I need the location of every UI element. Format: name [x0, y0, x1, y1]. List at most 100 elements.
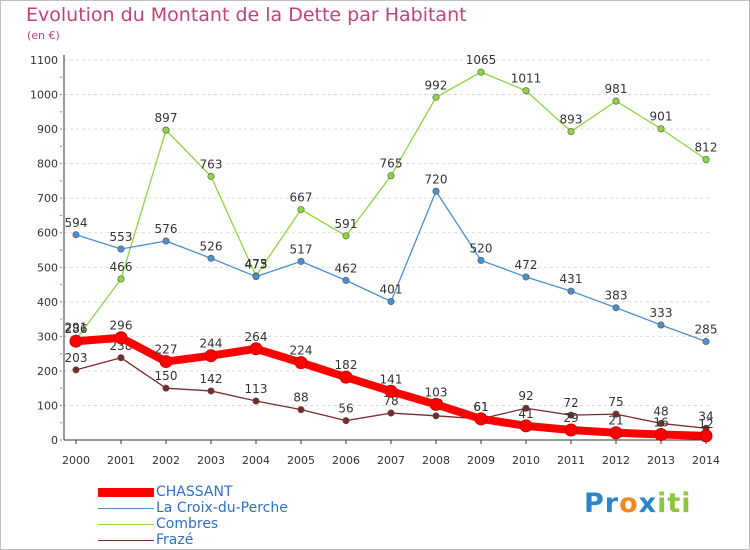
data-label-chassant-2009: 61 — [473, 400, 488, 414]
point-fraze-2003 — [207, 387, 215, 395]
y-tick-label-500: 500 — [37, 261, 58, 274]
data-label-la-croix-du-perche-2002: 576 — [155, 222, 178, 236]
point-fraze-2005 — [297, 406, 305, 414]
data-label-la-croix-du-perche-2011: 431 — [560, 272, 583, 286]
x-tick-label-2000: 2000 — [62, 454, 90, 467]
y-tick-label-700: 700 — [37, 192, 58, 205]
x-tick-label-2012: 2012 — [602, 454, 630, 467]
data-label-fraze-2013: 48 — [653, 404, 668, 418]
point-fraze-2007 — [387, 409, 395, 417]
point-chassant-2009 — [474, 412, 488, 426]
chart-title: Evolution du Montant de la Dette par Hab… — [26, 4, 467, 26]
point-fraze-2011 — [567, 411, 575, 419]
x-tick-label-2014: 2014 — [692, 454, 720, 467]
legend-swatch-fraze — [98, 539, 154, 541]
point-combres-2008 — [432, 93, 440, 101]
data-label-combres-2014: 812 — [695, 140, 718, 154]
data-label-chassant-2001: 296 — [110, 319, 133, 333]
x-tick-label-2008: 2008 — [422, 454, 450, 467]
point-fraze-2006 — [342, 417, 350, 425]
data-label-fraze-2014: 34 — [698, 409, 713, 423]
point-fraze-2012 — [612, 410, 620, 418]
point-chassant-2005 — [294, 356, 308, 370]
legend-label-chassant: CHASSANT — [156, 484, 233, 500]
data-label-combres-2012: 981 — [605, 82, 628, 96]
legend-label-la-croix-du-perche: La Croix-du-Perche — [156, 500, 288, 516]
series-line-la-croix-du-perche — [75, 190, 707, 343]
y-tick-label-1000: 1000 — [30, 89, 58, 102]
data-label-chassant-2006: 182 — [335, 358, 358, 372]
y-tick-label-0: 0 — [51, 434, 58, 447]
data-label-chassant-2007: 141 — [380, 372, 403, 386]
point-la-croix-du-perche-2002 — [162, 237, 170, 245]
point-chassant-2006 — [339, 370, 353, 384]
point-chassant-2007 — [384, 384, 398, 398]
y-tick-label-400: 400 — [37, 296, 58, 309]
point-fraze-2004 — [252, 397, 260, 405]
data-label-la-croix-du-perche-2003: 526 — [200, 239, 223, 253]
point-combres-2006 — [342, 232, 350, 240]
point-la-croix-du-perche-2009 — [477, 256, 485, 264]
data-label-fraze-2004: 113 — [245, 382, 268, 396]
data-label-combres-2001: 466 — [110, 260, 133, 274]
data-label-chassant-2002: 227 — [155, 343, 178, 357]
data-label-fraze-2002: 150 — [155, 369, 178, 383]
point-chassant-2010 — [519, 419, 533, 433]
data-label-chassant-2003: 244 — [200, 337, 223, 351]
data-label-la-croix-du-perche-2014: 285 — [695, 323, 718, 337]
legend-item-fraze: Frazé — [98, 532, 288, 548]
y-tick-label-600: 600 — [37, 227, 58, 240]
point-chassant-2000 — [69, 334, 83, 348]
point-chassant-2013 — [654, 427, 668, 441]
point-la-croix-du-perche-2000 — [72, 231, 80, 239]
data-label-combres-2007: 765 — [380, 157, 403, 171]
data-label-fraze-2005: 88 — [293, 391, 308, 405]
legend-item-chassant: CHASSANT — [98, 484, 288, 500]
x-tick-label-2007: 2007 — [377, 454, 405, 467]
x-tick-label-2001: 2001 — [107, 454, 135, 467]
proxiti-logo: Proxiti — [584, 488, 692, 519]
y-tick-label-900: 900 — [37, 123, 58, 136]
data-label-la-croix-du-perche-2001: 553 — [110, 230, 133, 244]
legend-label-fraze: Frazé — [156, 532, 194, 548]
point-la-croix-du-perche-2011 — [567, 287, 575, 295]
data-label-combres-2013: 901 — [650, 110, 673, 124]
data-label-la-croix-du-perche-2009: 520 — [470, 241, 493, 255]
point-la-croix-du-perche-2006 — [342, 276, 350, 284]
point-combres-2003 — [207, 172, 215, 180]
data-label-combres-2010: 1011 — [511, 72, 542, 86]
point-chassant-2003 — [204, 349, 218, 363]
y-tick-label-300: 300 — [37, 330, 58, 343]
point-combres-2007 — [387, 172, 395, 180]
y-tick-label-1100: 1100 — [30, 54, 58, 67]
point-fraze-2010 — [522, 404, 530, 412]
data-label-combres-2011: 893 — [560, 113, 583, 127]
point-combres-2001 — [117, 275, 125, 283]
point-fraze-2002 — [162, 384, 170, 392]
x-tick-label-2003: 2003 — [197, 454, 225, 467]
point-chassant-2011 — [564, 423, 578, 437]
point-combres-2009 — [477, 68, 485, 76]
data-label-fraze-2003: 142 — [200, 372, 223, 386]
point-la-croix-du-perche-2005 — [297, 257, 305, 265]
data-label-chassant-2014: 12 — [698, 417, 713, 431]
point-fraze-2013 — [657, 419, 665, 427]
data-label-la-croix-du-perche-2004: 473 — [245, 258, 268, 272]
y-tick-label-800: 800 — [37, 158, 58, 171]
legend-swatch-la-croix-du-perche — [98, 507, 154, 509]
point-combres-2012 — [612, 97, 620, 105]
point-combres-2013 — [657, 125, 665, 133]
data-label-la-croix-du-perche-2007: 401 — [380, 282, 403, 296]
data-label-fraze-2000: 203 — [65, 351, 88, 365]
data-label-fraze-2009: 61 — [473, 400, 488, 414]
data-label-chassant-2004: 264 — [245, 330, 268, 344]
point-chassant-2008 — [429, 397, 443, 411]
data-label-la-croix-du-perche-2010: 472 — [515, 258, 538, 272]
data-label-chassant-2005: 224 — [290, 344, 313, 358]
data-label-la-croix-du-perche-2008: 720 — [425, 172, 448, 186]
legend-item-la-croix-du-perche: La Croix-du-Perche — [98, 500, 288, 516]
data-label-chassant-2008: 103 — [425, 385, 448, 399]
data-label-fraze-2010: 92 — [518, 389, 533, 403]
point-la-croix-du-perche-2013 — [657, 321, 665, 329]
